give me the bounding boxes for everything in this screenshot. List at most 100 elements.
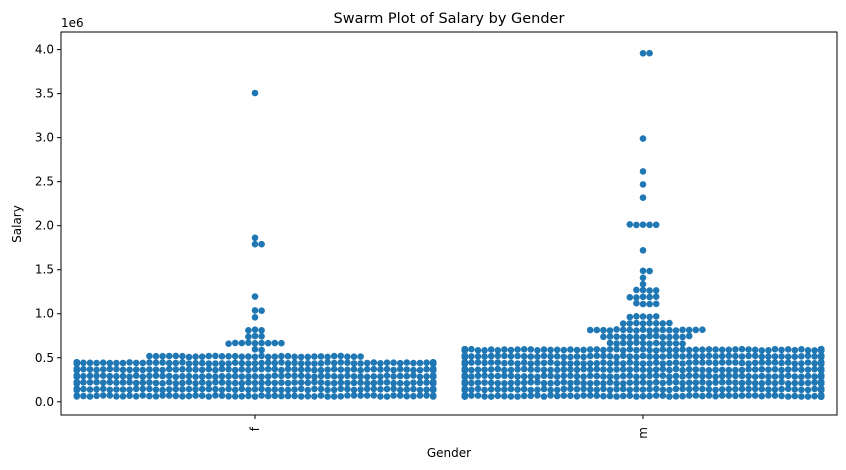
swarm-point [86, 372, 94, 380]
swarm-point [804, 366, 812, 374]
swarm-point [119, 386, 127, 393]
swarm-point [258, 346, 265, 354]
swarm-point [547, 366, 554, 374]
swarm-point [646, 379, 653, 387]
swarm-point [804, 386, 812, 394]
swarm-point [547, 353, 554, 360]
swarm-point [784, 366, 792, 373]
swarm-point [113, 365, 120, 373]
swarm-point [725, 366, 733, 374]
swarm-point [185, 353, 193, 361]
swarm-point [258, 327, 265, 334]
swarm-point [507, 372, 515, 380]
swarm-point [238, 366, 246, 373]
swarm-point [745, 352, 752, 360]
swarm-point [238, 339, 246, 347]
swarm-point [573, 366, 581, 374]
swarm-point [324, 393, 331, 400]
swarm-point [185, 385, 193, 393]
swarm-point [238, 373, 246, 380]
swarm-point [474, 347, 482, 354]
swarm-point [725, 352, 733, 360]
swarm-point [185, 392, 193, 400]
swarm-point [633, 346, 640, 354]
swarm-point [553, 373, 561, 380]
swarm-point [258, 392, 265, 399]
swarm-point [758, 385, 766, 393]
swarm-point [600, 366, 607, 373]
swarm-point [324, 379, 331, 387]
swarm-point [606, 346, 614, 353]
swarm-point [159, 359, 166, 366]
swarm-point [481, 372, 488, 380]
swarm-point [679, 379, 686, 387]
swarm-point [606, 373, 614, 380]
swarm-point [613, 333, 620, 341]
swarm-point [626, 359, 634, 366]
swarm-point [613, 366, 620, 373]
swarm-point [139, 359, 147, 367]
swarm-point [798, 386, 805, 394]
swarm-point [350, 360, 358, 367]
swarm-point [93, 372, 100, 380]
swarm-point [291, 359, 298, 367]
swarm-point [666, 319, 673, 327]
swarm-point [679, 366, 686, 374]
swarm-point [685, 352, 693, 360]
swarm-point [593, 365, 601, 373]
swarm-point [666, 346, 673, 354]
swarm-point [672, 327, 680, 334]
swarm-point [811, 360, 818, 367]
swarm-point [712, 353, 719, 360]
swarm-point [791, 360, 799, 367]
swarm-point [423, 365, 430, 373]
swarm-point [481, 366, 488, 374]
swarm-point [507, 379, 515, 387]
swarm-point [212, 352, 219, 360]
swarm-point [547, 346, 554, 354]
swarm-point [198, 359, 206, 367]
swarm-point [600, 352, 607, 360]
swarm-point [251, 340, 259, 347]
swarm-point [718, 392, 726, 399]
swarm-point [745, 379, 752, 386]
swarm-point [370, 373, 378, 380]
swarm-point [245, 327, 252, 334]
swarm-point [370, 392, 378, 399]
swarm-point [264, 359, 272, 367]
swarm-point [639, 392, 647, 400]
swarm-point [639, 286, 647, 294]
swarm-point [330, 386, 338, 394]
swarm-point [271, 379, 279, 387]
swarm-point [377, 366, 384, 373]
swarm-point [396, 392, 404, 399]
swarm-point [146, 366, 153, 373]
swarm-point [751, 385, 759, 393]
swarm-point [771, 379, 779, 387]
swarm-point [481, 386, 488, 394]
swarm-point [672, 346, 680, 354]
swarm-point [474, 359, 482, 366]
swarm-point [573, 353, 581, 360]
swarm-point [99, 372, 107, 380]
swarm-point [357, 360, 364, 367]
swarm-point [784, 393, 792, 400]
swarm-point [264, 392, 272, 400]
swarm-point [745, 366, 752, 373]
swarm-point [311, 360, 318, 367]
swarm-point [699, 353, 706, 360]
swarm-point [580, 346, 587, 354]
swarm-point [152, 372, 160, 380]
swarm-point [553, 346, 561, 354]
swarm-point [297, 385, 305, 393]
swarm-point [284, 352, 292, 360]
swarm-point [639, 373, 647, 380]
swarm-point [278, 379, 285, 387]
swarm-point [152, 379, 160, 387]
swarm-point [639, 293, 647, 301]
swarm-point [284, 372, 292, 380]
swarm-point [685, 359, 693, 367]
swarm-point [205, 385, 213, 393]
swarm-point [139, 366, 147, 374]
swarm-point [278, 366, 285, 374]
